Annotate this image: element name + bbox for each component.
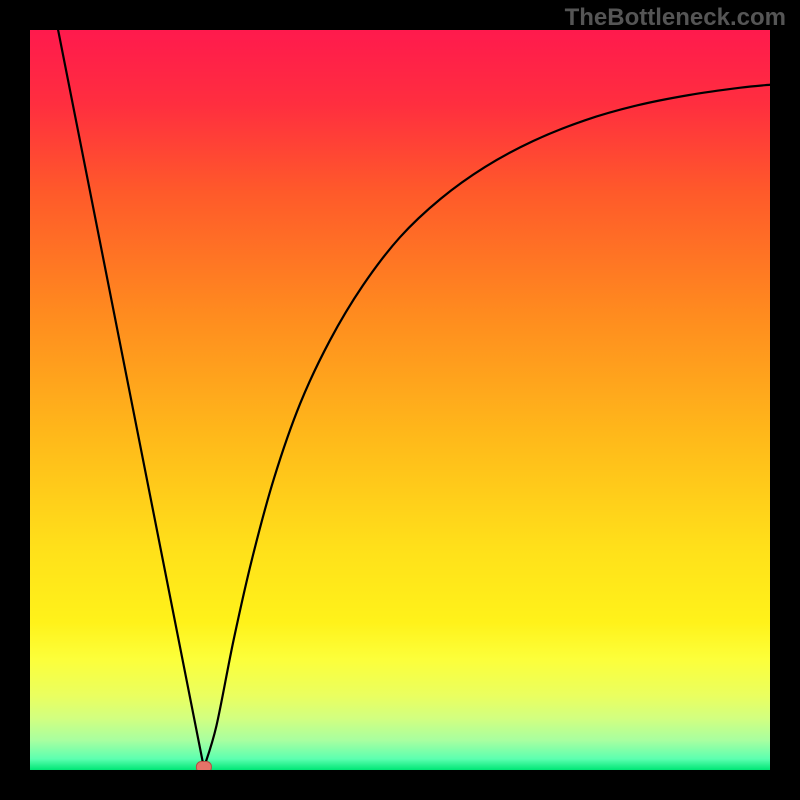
notch-marker [196, 762, 211, 770]
attribution-label: TheBottleneck.com [565, 4, 786, 32]
curve-layer [30, 30, 770, 770]
bottleneck-curve [58, 30, 770, 768]
plot-area [30, 30, 770, 770]
